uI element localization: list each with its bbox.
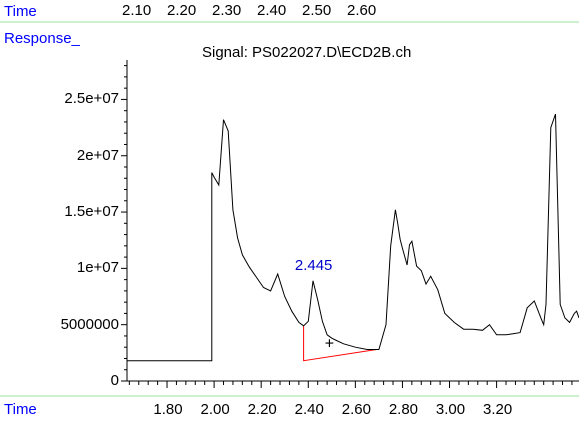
- y-major-ticks: [121, 98, 127, 382]
- x-tick-label: 2.20: [247, 401, 277, 418]
- top-axis-tick-label: 2.30: [212, 2, 242, 19]
- signal-title: Signal: PS022027.D\ECD2B.ch: [202, 44, 412, 61]
- x-tick-label: 2.80: [388, 401, 419, 418]
- top-axis-tick-label: 2.10: [122, 2, 152, 19]
- top-axis-tick-label: 2.60: [347, 2, 377, 19]
- y-tick-label: 2e+07: [76, 146, 119, 164]
- x-tick-label: 3.20: [482, 401, 513, 418]
- y-tick-label: 2.5e+07: [64, 90, 119, 108]
- top-axis-label: Time: [4, 3, 37, 20]
- y-tick-label: 1.5e+07: [64, 203, 119, 221]
- x-tick-label: 1.80: [153, 401, 183, 418]
- top-axis-tick-label: 2.40: [257, 2, 287, 19]
- x-tick-label: 2.00: [200, 401, 230, 418]
- y-tick-label: 1e+07: [76, 259, 119, 277]
- response-label: Response_: [4, 30, 80, 47]
- integration-baseline: [303, 325, 377, 362]
- y-tick-label: 5000000: [60, 315, 119, 333]
- top-axis-tick-label: 2.50: [302, 2, 332, 19]
- y-tick-label: 0: [110, 372, 119, 389]
- x-tick-label: 2.40: [294, 401, 324, 418]
- x-tick-label: 3.00: [435, 401, 466, 418]
- bottom-axis-label: Time: [4, 401, 37, 418]
- peak-label: 2.445: [295, 257, 333, 274]
- signal-trace: [127, 113, 579, 362]
- top-axis-tick-label: 2.20: [167, 2, 197, 19]
- x-minor-ticks: [128, 381, 573, 385]
- peak-marker: +: [325, 335, 334, 352]
- y-minor-ticks: [124, 65, 127, 371]
- x-tick-label: 2.60: [341, 401, 371, 418]
- x-major-ticks: [166, 381, 498, 388]
